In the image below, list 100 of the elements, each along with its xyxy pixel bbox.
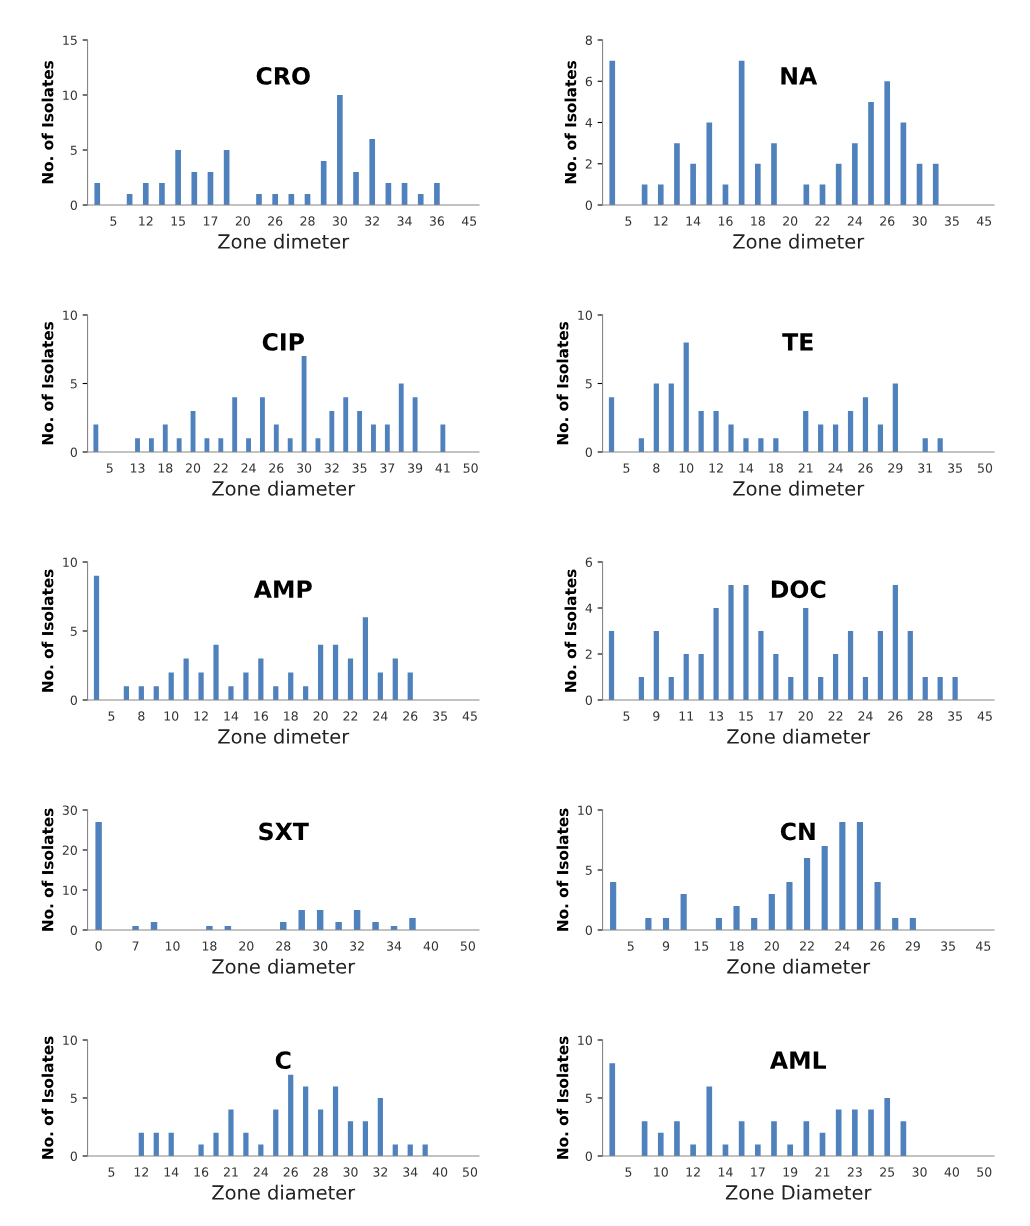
x-tick-label: 20 [783, 216, 798, 226]
x-tick-label: 18 [284, 711, 298, 721]
y-tick-label: 15 [63, 35, 77, 45]
y-tick-label: 10 [578, 805, 592, 815]
bar [683, 654, 689, 700]
bar [353, 172, 359, 205]
x-tick-label: 8 [653, 463, 660, 473]
bar [728, 424, 734, 452]
bar [932, 163, 939, 205]
bar [303, 1086, 309, 1156]
bar [733, 906, 740, 930]
y-axis-title: No. of Isolates [564, 61, 577, 184]
x-tick-label: 15 [739, 711, 753, 721]
bar [93, 575, 100, 700]
bar [440, 424, 446, 452]
x-tick-label: 30 [343, 1167, 358, 1177]
bar [638, 438, 645, 452]
bar [362, 617, 369, 700]
x-tick-label: 26 [858, 463, 873, 473]
x-tick-label: 30 [912, 216, 927, 226]
bar [818, 677, 824, 700]
x-axis-title: Zone dimeter [218, 728, 350, 744]
x-tick-label: 11 [679, 711, 694, 721]
bar [768, 894, 775, 930]
x-tick-label: 20 [239, 941, 254, 951]
y-axis-title: No. of Isolates [41, 61, 54, 184]
y-tick-label: 0 [585, 447, 592, 457]
bar [317, 1109, 324, 1156]
bar [706, 1086, 713, 1156]
y-tick-label: 0 [70, 1151, 77, 1161]
text: DOC [771, 580, 826, 599]
bar [272, 194, 278, 205]
bar [638, 677, 645, 700]
bar [874, 882, 881, 930]
bar [273, 1109, 279, 1156]
x-tick-label: 18 [751, 216, 765, 226]
bar [329, 410, 335, 452]
x-tick-label: 18 [158, 463, 173, 473]
bar [138, 1132, 144, 1156]
bar [674, 143, 680, 205]
bar [347, 658, 354, 700]
x-tick-label: 40 [423, 941, 439, 951]
bar [743, 438, 749, 452]
bar [168, 1132, 174, 1156]
bar [698, 410, 704, 452]
x-tick-label: 22 [815, 216, 830, 226]
bar [787, 1144, 793, 1156]
y-tick-label: 10 [63, 310, 77, 320]
bar [743, 585, 749, 700]
bar [922, 677, 928, 700]
bar [159, 183, 165, 205]
x-tick-label: 50 [460, 941, 475, 951]
x-tick-label: 32 [350, 941, 364, 951]
y-tick-label: 5 [585, 379, 592, 389]
x-tick-label: 12 [654, 216, 668, 226]
y-tick-label: 2 [585, 649, 592, 659]
x-tick-label: 5 [108, 1167, 115, 1177]
y-tick-label: 5 [70, 1093, 77, 1103]
bar [680, 894, 687, 930]
bar [609, 60, 616, 205]
x-tick-label: 30 [912, 1167, 927, 1177]
bar [713, 608, 719, 700]
x-tick-label: 10 [654, 1167, 668, 1177]
text: AMP [253, 580, 312, 598]
bar [258, 658, 264, 700]
x-tick-label: 20 [798, 711, 813, 721]
y-tick-label: 0 [585, 925, 592, 935]
y-axis-title: No. of Isolates [556, 1036, 569, 1159]
x-tick-label: 19 [783, 1167, 798, 1177]
bar [204, 438, 210, 452]
bar [868, 101, 874, 205]
y-tick-label: 8 [585, 35, 592, 45]
bar [273, 424, 279, 452]
bar [392, 1144, 398, 1156]
x-tick-label: 20 [186, 463, 201, 473]
bar [218, 438, 224, 452]
bar [228, 686, 234, 700]
bar [407, 672, 413, 700]
y-tick-label: 5 [585, 1093, 592, 1103]
x-tick-label: 18 [729, 941, 744, 951]
bar [320, 161, 327, 205]
x-tick-label: 34 [397, 216, 412, 226]
x-tick-label: 18 [769, 463, 783, 473]
x-tick-label: 35 [948, 711, 962, 721]
x-tick-label: 5 [623, 463, 630, 473]
bar [884, 81, 891, 205]
y-axis-title: No. of Isolates [564, 569, 577, 692]
x-tick-label: 26 [870, 941, 885, 951]
bar [260, 397, 265, 452]
x-tick-label: 45 [976, 216, 992, 226]
bar [362, 1121, 369, 1156]
bar [803, 858, 811, 930]
chart-title: CN [780, 822, 815, 841]
bar [198, 672, 204, 700]
bar [668, 677, 674, 700]
bar [683, 342, 689, 452]
bar [773, 654, 779, 700]
x-tick-label: 36 [429, 216, 445, 226]
x-tick-label: 30 [297, 463, 312, 473]
y-tick-label: 0 [70, 925, 77, 935]
